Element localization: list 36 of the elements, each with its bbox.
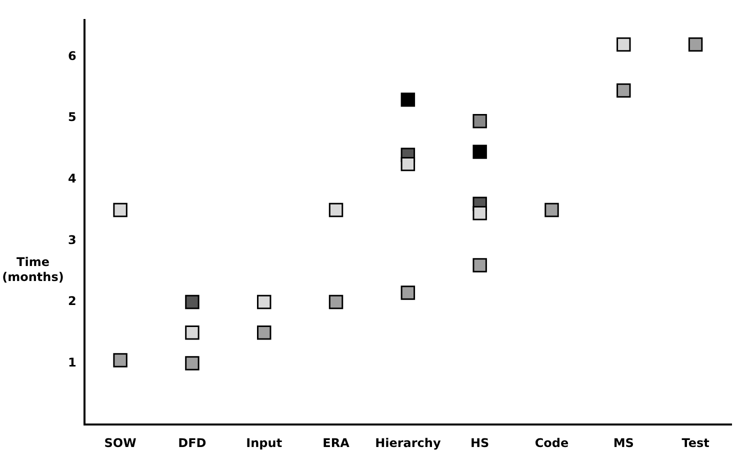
y-tick-label: 6 — [68, 48, 76, 63]
x-tick-label: Test — [682, 436, 710, 450]
x-tick-label: MS — [613, 436, 634, 450]
point — [472, 258, 487, 272]
point — [185, 294, 200, 310]
y-tick-label: 1 — [68, 355, 76, 370]
y-tick-label: 2 — [68, 294, 76, 308]
point — [257, 294, 272, 310]
x-tick-label: HS — [470, 436, 490, 450]
point — [400, 286, 416, 300]
point — [616, 83, 631, 98]
point — [472, 114, 487, 128]
y-tick-label: 4 — [68, 172, 76, 186]
x-tick-label: Input — [246, 436, 282, 450]
point — [400, 92, 416, 107]
y-axis-title: Time (months) — [2, 255, 64, 285]
point — [328, 202, 344, 218]
point — [257, 326, 272, 340]
point — [616, 37, 631, 52]
point — [113, 202, 128, 218]
point — [185, 326, 200, 340]
point — [328, 294, 344, 310]
x-tick-label: SOW — [104, 436, 136, 450]
y-tick-label: 5 — [68, 110, 76, 124]
point — [185, 356, 200, 370]
point — [688, 37, 703, 52]
point — [400, 156, 416, 172]
x-tick-label: Hierarchy — [375, 436, 441, 450]
x-tick-label: Code — [534, 436, 569, 450]
point — [113, 353, 128, 368]
x-tick-label: DFD — [178, 436, 206, 450]
point — [472, 144, 487, 159]
point — [544, 202, 559, 218]
point — [472, 206, 487, 220]
x-tick-label: ERA — [322, 436, 350, 450]
y-tick-label: 3 — [68, 232, 76, 247]
